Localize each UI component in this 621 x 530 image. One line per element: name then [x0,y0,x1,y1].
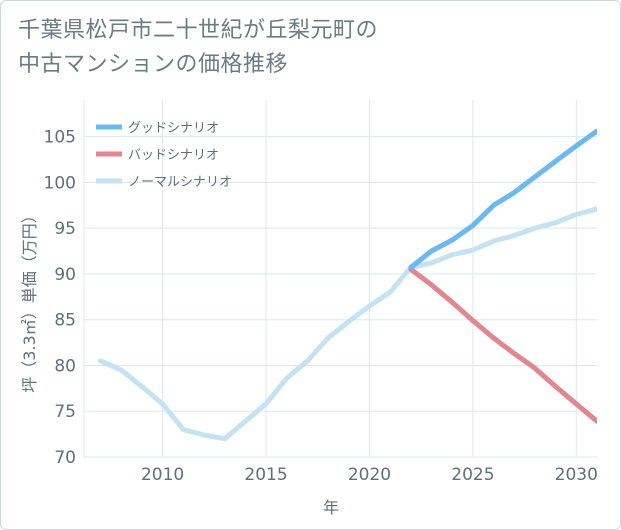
axes: 70 75 80 85 90 95 100 105 2010 2015 2020 2025 2030 [44,100,598,485]
chart-title-line1: 千葉県松戸市二十世紀が丘梨元町の [18,18,379,43]
x-axis-title: 年 [323,498,339,517]
y-tick-label: 80 [54,356,76,376]
series-layer [98,128,597,442]
legend-label-0: グッドシナリオ [128,121,219,136]
y-tick-label: 90 [54,265,76,285]
y-tick-label: 105 [44,128,76,148]
x-tick-label: 2025 [451,465,494,485]
y-tick-label: 85 [54,311,76,331]
legend-label-2: ノーマルシナリオ [128,175,232,190]
y-tick-label: 75 [54,402,76,422]
x-tick-label: 2030 [555,465,598,485]
x-tick-label: 2010 [141,465,184,485]
series-line-0 [408,128,597,270]
y-tick-label: 95 [54,219,76,239]
chart-title: 千葉県松戸市二十世紀が丘梨元町の 中古マンションの価格推移 [18,14,598,82]
y-axis-title: 坪（3.3㎡）単価（万円） [20,207,39,392]
series-line-1 [408,266,597,424]
y-tick-label: 100 [44,173,76,193]
chart-title-line2: 中古マンションの価格推移 [18,52,289,77]
series-line-2 [98,206,597,442]
legend-label-1: バッドシナリオ [128,148,219,163]
x-tick-label: 2015 [244,465,287,485]
x-tick-label: 2020 [348,465,391,485]
y-tick-label: 70 [54,448,76,468]
